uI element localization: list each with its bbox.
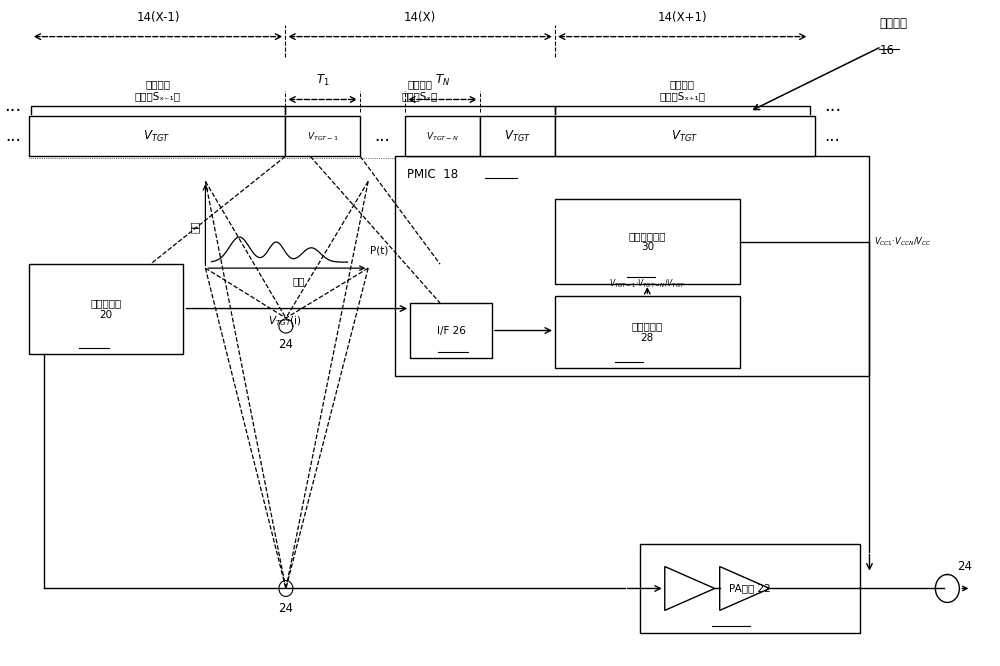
Text: 16: 16 xyxy=(879,43,894,57)
FancyBboxPatch shape xyxy=(555,296,740,368)
FancyBboxPatch shape xyxy=(480,117,555,157)
Text: 电压调制
间隔（Sₓ₊₁）: 电压调制 间隔（Sₓ₊₁） xyxy=(659,79,705,101)
Text: $T_1$: $T_1$ xyxy=(316,73,330,87)
Text: ...: ... xyxy=(4,97,21,115)
FancyBboxPatch shape xyxy=(555,199,740,284)
FancyBboxPatch shape xyxy=(285,117,360,157)
Text: $V_{TGT}$: $V_{TGT}$ xyxy=(143,129,170,144)
Text: 14(X+1): 14(X+1) xyxy=(657,11,707,24)
Text: 24: 24 xyxy=(278,338,293,351)
Text: 电压生成电路
30: 电压生成电路 30 xyxy=(629,231,666,252)
Text: 24: 24 xyxy=(957,561,972,573)
FancyBboxPatch shape xyxy=(29,117,285,157)
Text: $V_{TGT-N}$: $V_{TGT-N}$ xyxy=(426,130,459,143)
FancyBboxPatch shape xyxy=(29,264,183,354)
Text: PMIC  18: PMIC 18 xyxy=(407,168,458,181)
Text: ...: ... xyxy=(5,127,21,145)
Text: ...: ... xyxy=(825,97,842,115)
Text: 收发器电路
20: 收发器电路 20 xyxy=(90,298,122,320)
Text: ...: ... xyxy=(825,127,840,145)
Text: $V_{TGT}$: $V_{TGT}$ xyxy=(504,129,531,144)
Text: 电压调制
间隔（Sₓ₋₁）: 电压调制 间隔（Sₓ₋₁） xyxy=(135,79,181,101)
Text: 功率: 功率 xyxy=(189,221,199,234)
Text: I/F 26: I/F 26 xyxy=(437,326,466,336)
FancyBboxPatch shape xyxy=(640,543,860,633)
Text: $V_{TGT}$: $V_{TGT}$ xyxy=(671,129,698,144)
Text: $V_{TGT-1}$·$V_{TGT-N}$/$V_{TGT}$: $V_{TGT-1}$·$V_{TGT-N}$/$V_{TGT}$ xyxy=(609,278,685,290)
Text: P(t): P(t) xyxy=(370,245,389,255)
Text: $V_{TGT-1}$: $V_{TGT-1}$ xyxy=(307,130,339,143)
FancyBboxPatch shape xyxy=(395,157,869,376)
Text: $T_N$: $T_N$ xyxy=(435,73,450,87)
FancyBboxPatch shape xyxy=(555,117,815,157)
Text: 时间: 时间 xyxy=(292,276,305,286)
Text: 电压调制
间隔（Sₓ）: 电压调制 间隔（Sₓ） xyxy=(402,79,438,101)
FancyBboxPatch shape xyxy=(410,303,492,358)
FancyBboxPatch shape xyxy=(405,117,480,157)
Text: 存储器电路
28: 存储器电路 28 xyxy=(632,321,663,343)
Text: ...: ... xyxy=(374,127,390,145)
Text: 14(X-1): 14(X-1) xyxy=(136,11,180,24)
Text: 14(X): 14(X) xyxy=(404,11,436,24)
Text: $V_{TGT}$(i): $V_{TGT}$(i) xyxy=(268,314,302,328)
Text: 传输电路: 传输电路 xyxy=(879,17,907,30)
Text: PA电路 22: PA电路 22 xyxy=(729,583,771,593)
Text: $V_{CC1}$·$V_{CCN}$/$V_{CC}$: $V_{CC1}$·$V_{CCN}$/$V_{CC}$ xyxy=(874,236,932,248)
Text: 24: 24 xyxy=(278,603,293,615)
